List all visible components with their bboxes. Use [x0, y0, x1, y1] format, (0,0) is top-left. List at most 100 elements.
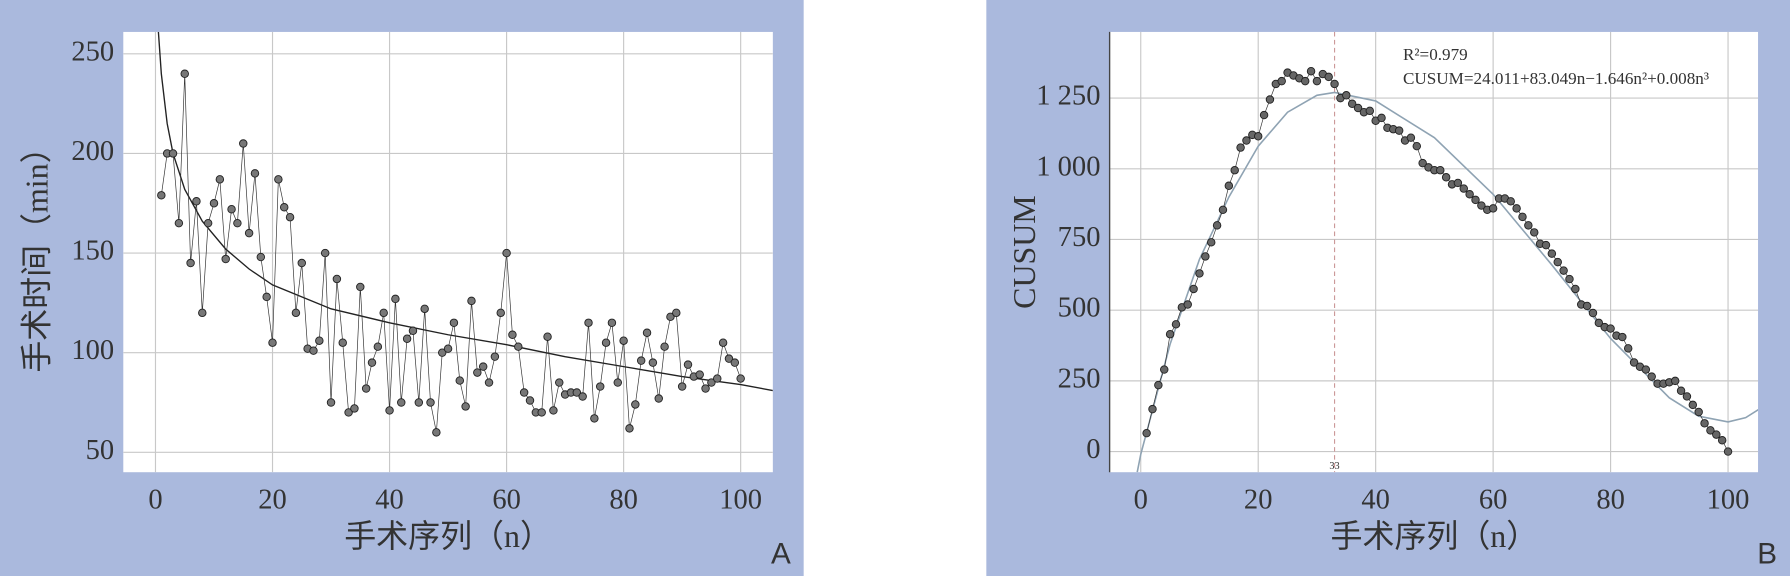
data-point	[1353, 103, 1363, 113]
data-point	[1688, 400, 1698, 410]
data-point	[1465, 190, 1474, 199]
data-point	[1717, 436, 1727, 445]
data-point	[408, 326, 418, 335]
data-point	[467, 296, 476, 306]
series-line	[160, 73, 741, 433]
y-tick-label: 150	[71, 236, 114, 267]
data-point	[356, 282, 365, 292]
y-tick-label: 1 250	[1036, 81, 1100, 112]
data-point	[309, 346, 318, 355]
data-point	[484, 378, 494, 387]
data-point	[180, 69, 189, 78]
data-point	[473, 368, 482, 377]
data-point	[590, 414, 599, 423]
data-point	[1571, 284, 1580, 294]
data-point	[373, 342, 383, 351]
data-point	[1165, 329, 1175, 339]
x-tick-label: 40	[1361, 484, 1390, 515]
data-point	[1183, 300, 1192, 309]
data-point	[338, 338, 347, 347]
data-point	[198, 308, 207, 318]
data-point	[274, 175, 283, 184]
data-point	[449, 318, 459, 328]
data-point	[1277, 76, 1286, 86]
data-point	[1312, 76, 1322, 86]
data-point	[1171, 320, 1181, 329]
data-point	[168, 149, 178, 158]
x-tick-label: 100	[719, 484, 762, 515]
data-point	[1394, 126, 1404, 135]
data-point	[1547, 249, 1557, 258]
data-point	[291, 308, 301, 318]
data-point	[1142, 428, 1151, 438]
data-point	[1518, 212, 1527, 222]
data-point	[227, 205, 236, 214]
data-point	[1700, 419, 1709, 428]
data-point	[233, 218, 242, 228]
data-point	[677, 382, 687, 391]
data-point	[1377, 113, 1386, 123]
data-point	[385, 406, 394, 415]
data-point	[1365, 106, 1375, 116]
data-point	[642, 328, 652, 337]
data-point	[174, 218, 184, 228]
data-point	[239, 139, 248, 148]
reference-label: 33	[1329, 461, 1339, 472]
data-point	[1629, 358, 1639, 367]
data-point	[1471, 195, 1480, 205]
data-point	[256, 252, 266, 262]
data-point	[1670, 376, 1680, 386]
data-point	[666, 312, 675, 322]
data-point	[1230, 165, 1239, 175]
data-point	[549, 406, 558, 415]
data-point	[1406, 133, 1416, 142]
y-tick-label: 50	[86, 435, 115, 466]
data-point	[1453, 178, 1463, 188]
data-point	[1565, 274, 1574, 284]
data-point	[537, 408, 546, 417]
fit-curve	[157, 31, 773, 392]
plot-area	[123, 31, 773, 473]
data-point	[192, 197, 201, 206]
x-tick-label: 0	[148, 484, 162, 515]
fit-curve	[1136, 91, 1759, 473]
data-point	[1588, 308, 1598, 318]
data-point	[186, 258, 195, 268]
data-point	[1723, 447, 1733, 456]
x-tick-label: 80	[609, 484, 638, 515]
data-point	[496, 308, 505, 318]
data-point	[625, 424, 634, 433]
data-point	[1641, 365, 1651, 374]
data-point	[1189, 284, 1198, 294]
data-point	[1300, 76, 1310, 86]
y-tick-label: 100	[71, 335, 114, 366]
data-point	[648, 358, 658, 367]
data-point	[437, 348, 447, 357]
data-point	[320, 248, 330, 258]
x-tick-label: 0	[1134, 484, 1148, 515]
data-point	[578, 392, 587, 401]
data-point	[508, 330, 517, 339]
data-point	[736, 374, 745, 383]
annotation: CUSUM=24.011+83.049n−1.646n²+0.008n³	[1403, 69, 1709, 88]
x-tick-label: 60	[1479, 484, 1508, 515]
data-point	[1148, 404, 1157, 414]
data-point	[1441, 173, 1451, 182]
data-point	[636, 356, 646, 365]
data-point	[1330, 79, 1339, 89]
plot	[1109, 31, 1759, 473]
data-point	[414, 398, 424, 407]
data-point	[279, 203, 289, 212]
data-point	[707, 378, 716, 387]
data-point	[1418, 158, 1427, 168]
y-tick-label: 250	[1058, 363, 1101, 394]
data-point	[1488, 204, 1498, 213]
data-point	[350, 404, 359, 413]
data-point	[1253, 132, 1263, 141]
data-point	[613, 378, 622, 387]
data-point	[683, 360, 693, 369]
y-axis-label: 手术时间（min）	[19, 131, 54, 372]
data-point	[1242, 136, 1251, 145]
data-point	[1530, 228, 1539, 237]
